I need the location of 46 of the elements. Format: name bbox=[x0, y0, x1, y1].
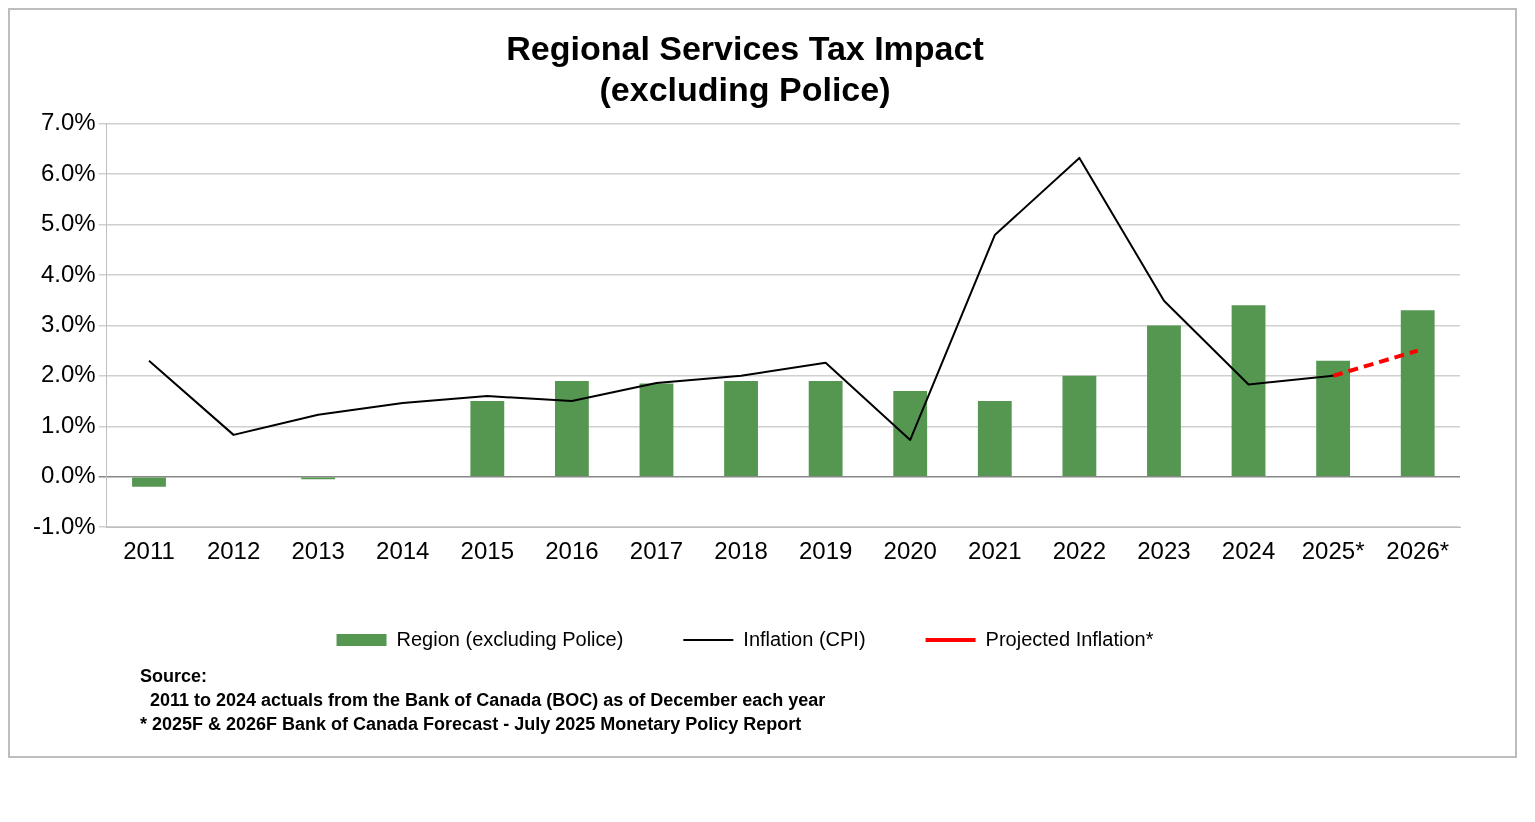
text: * 2025F & 2026F Bank of Canada Forecast - July 2025 Monetary Policy Report bbox=[140, 713, 803, 736]
y-tick-label: -1.0% bbox=[32, 511, 96, 539]
x-tick-label: 2023 bbox=[1137, 537, 1191, 565]
bar bbox=[977, 401, 1012, 476]
bar bbox=[1231, 305, 1266, 476]
chart-subtitle: (excluding Police) bbox=[599, 69, 891, 108]
bar bbox=[470, 401, 505, 476]
x-tick-label: 2016 bbox=[545, 537, 599, 565]
y-tick-label: 0.0% bbox=[40, 461, 96, 489]
legend-label: Inflation (CPI) bbox=[743, 627, 866, 650]
bar bbox=[893, 390, 928, 476]
x-tick-label: 2013 bbox=[291, 537, 345, 565]
x-tick-label: 2021 bbox=[968, 537, 1022, 565]
x-tick-label: 2025* bbox=[1301, 537, 1365, 565]
bar bbox=[724, 380, 758, 476]
x-tick-label: 2019 bbox=[798, 537, 853, 565]
chart-title: Regional Services Tax Impact bbox=[506, 28, 984, 67]
legend-label: Projected Inflation* bbox=[985, 627, 1154, 650]
text: 2011 to 2024 actuals from the Bank of Canada (BOC) as of December each year bbox=[149, 689, 827, 712]
bar bbox=[554, 380, 589, 476]
x-tick-label: 2014 bbox=[376, 537, 430, 565]
x-tick-label: 2011 bbox=[123, 537, 175, 565]
x-tick-label: 2020 bbox=[883, 537, 937, 565]
x-tick-label: 2026* bbox=[1386, 537, 1450, 565]
x-tick-label: 2015 bbox=[460, 537, 515, 565]
bar bbox=[639, 383, 674, 476]
x-tick-label: 2017 bbox=[629, 537, 684, 565]
y-tick-label: 7.0% bbox=[40, 108, 96, 136]
bar bbox=[808, 380, 843, 476]
y-tick-label: 5.0% bbox=[40, 209, 96, 237]
x-tick-label: 2024 bbox=[1221, 537, 1276, 565]
y-tick-label: 2.0% bbox=[40, 360, 96, 388]
y-tick-label: 4.0% bbox=[40, 259, 96, 287]
legend-label: Region (excluding Police) bbox=[396, 627, 624, 650]
y-tick-label: 6.0% bbox=[40, 158, 96, 186]
y-tick-label: 3.0% bbox=[40, 310, 96, 338]
x-tick-label: 2018 bbox=[714, 537, 768, 565]
x-tick-label: 2012 bbox=[206, 537, 261, 565]
bar bbox=[1316, 360, 1351, 476]
x-tick-label: 2022 bbox=[1052, 537, 1107, 565]
y-tick-label: 1.0% bbox=[40, 410, 96, 438]
bar bbox=[1062, 375, 1097, 476]
bar bbox=[132, 477, 166, 487]
bar bbox=[1147, 325, 1181, 476]
source-note: Source: bbox=[140, 665, 209, 688]
bar bbox=[1400, 310, 1435, 476]
